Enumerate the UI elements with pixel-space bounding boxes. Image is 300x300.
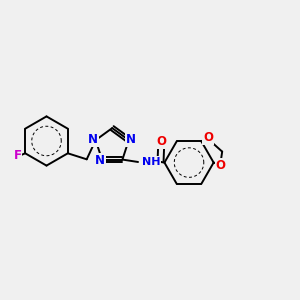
Text: NH: NH bbox=[142, 157, 160, 167]
Text: F: F bbox=[14, 148, 21, 162]
Text: O: O bbox=[216, 159, 226, 172]
Text: N: N bbox=[88, 133, 98, 146]
Text: O: O bbox=[203, 131, 213, 144]
Text: O: O bbox=[156, 135, 166, 148]
Text: N: N bbox=[94, 154, 105, 167]
Text: N: N bbox=[126, 133, 136, 146]
